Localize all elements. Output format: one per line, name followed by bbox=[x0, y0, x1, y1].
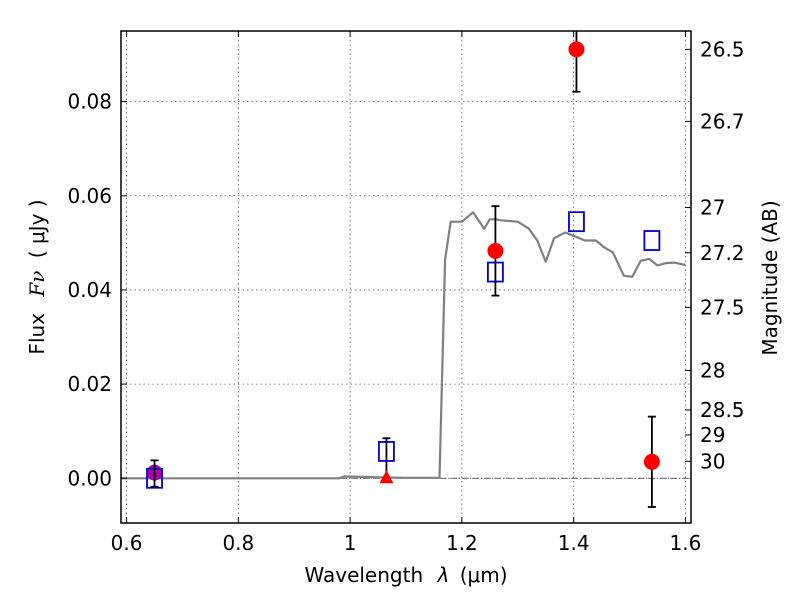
y2-tick-label: 27.2 bbox=[700, 241, 745, 265]
observed-point bbox=[568, 41, 585, 58]
x-tick-label: 1.6 bbox=[670, 531, 702, 555]
y-axis-label: Flux Fν ( μJy ) bbox=[25, 199, 49, 354]
observed-point bbox=[487, 242, 504, 259]
plot-background bbox=[121, 31, 691, 523]
series-layer bbox=[121, 31, 691, 508]
upper-limit-triangle bbox=[379, 470, 394, 484]
x-tick-label: 0.8 bbox=[222, 531, 254, 555]
y2-tick-label: 26.7 bbox=[700, 109, 745, 133]
y2-tick-label: 26.5 bbox=[700, 37, 745, 61]
x-tick-label: 1.4 bbox=[558, 531, 590, 555]
x-axis-label: Wavelength λ (μm) bbox=[304, 563, 507, 587]
y2-tick-label: 30 bbox=[700, 449, 725, 473]
x-axis-label-symbol: λ bbox=[437, 563, 450, 587]
observed-point bbox=[643, 453, 660, 470]
y2-tick-label: 29 bbox=[700, 423, 725, 447]
model-flux-square bbox=[378, 441, 395, 462]
y2-tick-label: 27 bbox=[700, 196, 725, 220]
plot-frame bbox=[120, 30, 692, 524]
y-tick-label: 0.02 bbox=[67, 372, 112, 396]
model-sed-line bbox=[121, 211, 686, 480]
model-flux-square bbox=[568, 211, 585, 233]
y-axis-label-unit: ( μJy ) bbox=[25, 199, 49, 258]
y-axis-label-symbol: Fν bbox=[25, 271, 49, 298]
x-axis: 0.6 0.8 1 1.2 1.4 1.6 bbox=[111, 31, 702, 555]
x-tick-label: 0.6 bbox=[111, 531, 143, 555]
y-axis: 0.00 0.02 0.04 0.06 0.08 bbox=[67, 90, 127, 490]
x-tick-label: 1.2 bbox=[446, 531, 478, 555]
y2-tick-label: 27.5 bbox=[700, 295, 745, 319]
model-flux-square bbox=[643, 230, 661, 251]
y-tick-label: 0.04 bbox=[67, 278, 112, 302]
x-axis-label-text: Wavelength bbox=[304, 563, 423, 587]
x-axis-label-unit: (μm) bbox=[460, 563, 508, 587]
y-tick-label: 0.06 bbox=[67, 184, 112, 208]
y2-axis-label: Magnitude (AB) bbox=[758, 200, 782, 355]
y-axis-label-text: Flux bbox=[25, 313, 49, 355]
y2-tick-label: 28.5 bbox=[700, 398, 745, 422]
y-tick-label: 0.00 bbox=[67, 466, 112, 490]
x-tick-label: 1 bbox=[344, 531, 357, 555]
y-tick-label: 0.08 bbox=[67, 90, 112, 114]
y2-tick-label: 28 bbox=[700, 358, 725, 382]
